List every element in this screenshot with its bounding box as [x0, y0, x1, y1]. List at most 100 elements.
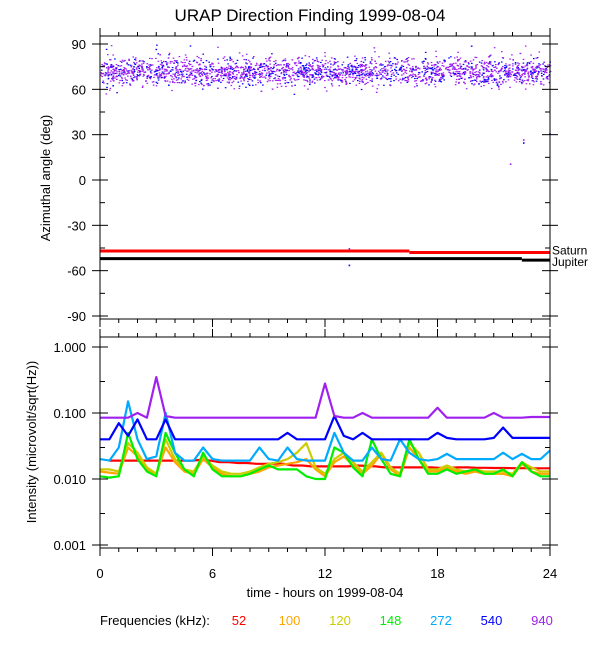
scatter-point: [509, 64, 511, 66]
scatter-point: [301, 65, 304, 67]
scatter-point: [354, 55, 356, 57]
scatter-point: [504, 65, 506, 67]
scatter-point: [471, 80, 474, 82]
scatter-point: [327, 75, 329, 77]
scatter-point: [217, 79, 219, 81]
legend-entry-100: 100: [279, 613, 301, 628]
scatter-point: [516, 76, 519, 78]
scatter-point: [191, 74, 194, 76]
scatter-point: [309, 64, 311, 66]
scatter-point: [401, 60, 403, 62]
scatter-point: [107, 54, 109, 56]
scatter-point: [211, 79, 213, 81]
scatter-point: [156, 73, 158, 75]
x-tick-label: 0: [96, 566, 103, 581]
scatter-point: [313, 78, 316, 80]
scatter-point: [360, 69, 362, 71]
scatter-point: [136, 68, 138, 70]
scatter-point: [531, 74, 533, 77]
scatter-point: [339, 74, 341, 76]
scatter-point: [532, 72, 534, 74]
scatter-point: [341, 77, 344, 79]
scatter-point: [307, 88, 309, 90]
scatter-point: [396, 63, 399, 65]
scatter-point: [415, 68, 417, 70]
scatter-point: [501, 51, 503, 53]
scatter-point: [318, 68, 321, 70]
scatter-point: [142, 73, 145, 75]
scatter-point: [414, 74, 416, 76]
scatter-point: [109, 59, 111, 61]
scatter-point: [233, 70, 236, 72]
scatter-point: [373, 68, 375, 70]
scatter-point: [327, 69, 330, 71]
scatter-point: [331, 71, 334, 73]
scatter-point: [376, 77, 378, 79]
scatter-point: [386, 65, 389, 67]
series-line: [100, 376, 550, 419]
scatter-point: [237, 81, 240, 83]
scatter-point: [136, 76, 138, 78]
scatter-point: [334, 77, 337, 79]
scatter-point: [306, 63, 308, 65]
scatter-point: [231, 76, 234, 78]
scatter-point: [316, 68, 319, 70]
scatter-point: [115, 64, 118, 66]
scatter-point: [389, 61, 392, 63]
scatter-point: [377, 74, 380, 76]
scatter-point: [161, 71, 164, 73]
scatter-point: [347, 64, 350, 66]
scatter-point: [480, 65, 483, 67]
scatter-point: [312, 75, 314, 77]
scatter-point: [112, 65, 115, 67]
scatter-point: [216, 75, 219, 77]
scatter-point: [463, 72, 466, 74]
scatter-point: [121, 72, 123, 75]
scatter-point: [121, 61, 123, 63]
scatter-point: [346, 71, 349, 73]
scatter-point: [431, 79, 433, 81]
scatter-point: [268, 77, 271, 79]
scatter-point: [124, 67, 126, 69]
scatter-point: [217, 46, 219, 48]
scatter-point: [526, 68, 528, 70]
scatter-point: [538, 51, 541, 53]
scatter-point: [229, 79, 231, 81]
scatter-point: [222, 68, 224, 70]
scatter-point: [384, 72, 386, 74]
scatter-point: [408, 75, 411, 77]
scatter-point: [393, 80, 395, 82]
outlier-point: [522, 139, 525, 141]
scatter-point: [412, 73, 414, 75]
scatter-point: [252, 84, 254, 86]
scatter-point: [303, 71, 306, 73]
scatter-point: [230, 65, 232, 67]
scatter-point: [123, 82, 125, 84]
scatter-point: [424, 70, 427, 72]
scatter-point: [196, 55, 199, 58]
scatter-point: [130, 75, 132, 77]
scatter-point: [104, 72, 107, 74]
scatter-point: [435, 73, 438, 75]
scatter-point: [139, 73, 142, 75]
scatter-point: [477, 73, 480, 76]
scatter-point: [359, 80, 361, 82]
scatter-point: [224, 75, 226, 77]
scatter-point: [371, 59, 373, 61]
scatter-point: [296, 79, 298, 81]
scatter-point: [293, 62, 296, 64]
scatter-point: [152, 84, 155, 86]
scatter-point: [453, 66, 456, 68]
scatter-point: [210, 81, 213, 84]
scatter-point: [355, 76, 358, 78]
scatter-point: [495, 71, 498, 73]
scatter-point: [260, 82, 262, 84]
scatter-point: [187, 70, 189, 72]
scatter-point: [487, 78, 490, 80]
scatter-point: [390, 78, 392, 80]
scatter-point: [300, 72, 303, 75]
scatter-point: [519, 77, 522, 79]
scatter-point: [182, 80, 184, 82]
scatter-point: [177, 74, 179, 76]
